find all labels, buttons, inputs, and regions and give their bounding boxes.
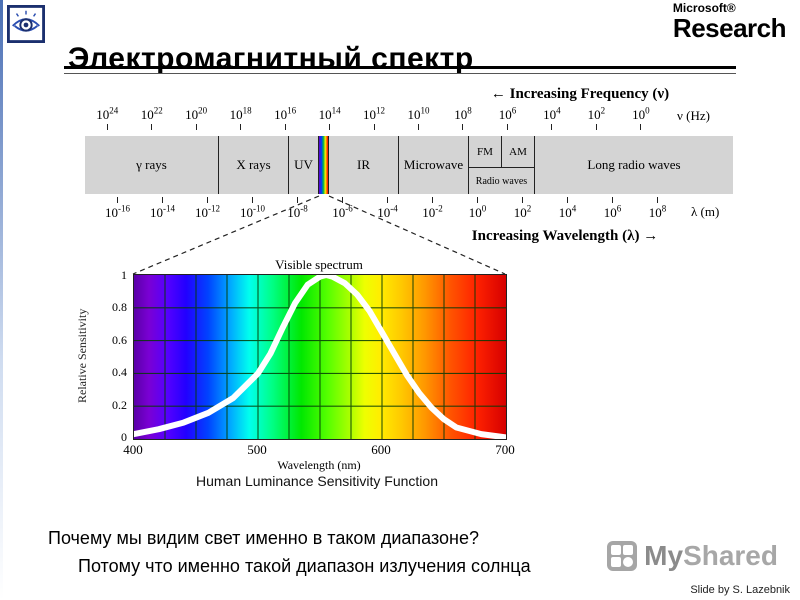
spectrum-band: γ rays X rays UV IR Microwave FM AM Radi… (85, 136, 733, 194)
sensitivity-plot-svg (134, 275, 506, 439)
watermark-my: My (644, 540, 684, 571)
frequency-ticks: 1024 1022 1020 1018 1016 1014 1012 1010 108 106 10… (85, 106, 663, 131)
tick-10e-2: 10-2 (410, 196, 455, 221)
x-tick: 400 (123, 442, 143, 457)
watermark-text: MyShared (644, 540, 778, 572)
y-ticks: 1 0.8 0.6 0.4 0.2 0 (95, 268, 127, 445)
tick-10e8: 108 (441, 106, 485, 131)
band-ir: IR (329, 136, 399, 194)
answer-text: Потому что именно такой диапазон излучен… (78, 556, 531, 576)
y-tick: 0.2 (112, 397, 127, 412)
x-tick: 600 (371, 442, 391, 457)
em-spectrum-diagram: ← Increasing Frequency (ν) 1024 1022 1020 1… (85, 86, 733, 258)
frequency-arrow-label: ← Increasing Frequency (ν) (490, 86, 670, 102)
x-ticks: 400 500 600 700 (123, 442, 515, 457)
tick-10e-14: 10-14 (140, 196, 185, 221)
watermark-shared: Shared (683, 540, 778, 571)
tick-10e-12: 10-12 (185, 196, 230, 221)
x-tick: 700 (495, 442, 515, 457)
y-tick: 0.8 (112, 300, 127, 315)
band-uv: UV (289, 136, 319, 194)
tick-10e2: 102 (574, 106, 618, 131)
y-tick: 0.6 (112, 332, 127, 347)
y-tick: 0 (121, 429, 127, 444)
microsoft-text: Microsoft® (672, 1, 736, 15)
tick-10e10: 1010 (396, 106, 440, 131)
wavelength-unit: λ (m) (691, 204, 720, 219)
left-accent-strip (0, 0, 3, 600)
x-axis-label: Wavelength (nm) (277, 458, 361, 472)
band-radio-waves: Radio waves (469, 167, 534, 194)
plot-area (133, 274, 507, 440)
y-tick: 1 (121, 268, 127, 282)
radio-band-group: FM AM Radio waves (469, 136, 535, 194)
myshared-watermark: MyShared (606, 540, 778, 572)
slide-credit: Slide by S. Lazebnik (690, 584, 790, 596)
sensitivity-curve (134, 275, 506, 439)
tick-10e22: 1022 (129, 106, 173, 131)
microsoft-research-logo: Microsoft® Research (672, 1, 787, 43)
research-text: Research (672, 13, 787, 43)
grid-lines (134, 275, 506, 439)
tick-10e20: 1020 (174, 106, 218, 131)
title-rule (64, 66, 736, 74)
x-tick: 500 (247, 442, 267, 457)
band-gamma-rays: γ rays (85, 136, 219, 194)
tick-10e18: 1018 (218, 106, 262, 131)
tick-10e0: 100 (619, 106, 663, 131)
band-microwave: Microwave (399, 136, 469, 194)
tick-10e-6: 10-6 (320, 196, 365, 221)
tick-10e12: 1012 (352, 106, 396, 131)
tick-10e14: 1014 (307, 106, 351, 131)
tick-10e4: 104 (545, 196, 590, 221)
tick-10e6: 106 (485, 106, 529, 131)
tick-10e2: 102 (500, 196, 545, 221)
question-text: Почему мы видим свет именно в таком диап… (48, 528, 479, 548)
page-title: Электромагнитный спектр (68, 42, 474, 76)
band-am: AM (509, 145, 527, 158)
band-fm: FM (469, 136, 502, 168)
eye-logo-icon (7, 5, 45, 43)
tick-10e0: 100 (455, 196, 500, 221)
tick-10e-8: 10-8 (275, 196, 320, 221)
tick-10e-16: 10-16 (95, 196, 140, 221)
wavelength-arrow-label: Increasing Wavelength (λ) → (471, 228, 659, 244)
tick-10e16: 1016 (263, 106, 307, 131)
band-long-radio-waves: Long radio waves (587, 157, 681, 172)
y-axis-label: Relative Sensitivity (75, 308, 89, 404)
y-tick: 0.4 (112, 365, 127, 380)
frequency-unit: ν (Hz) (677, 108, 710, 123)
myshared-icon (607, 541, 638, 571)
band-x-rays: X rays (219, 136, 289, 194)
sensitivity-chart: Visible spectrum Relative Sensitivity 1 … (75, 256, 525, 474)
tick-10e24: 1024 (85, 106, 129, 131)
tick-10e8: 108 (635, 196, 680, 221)
tick-10e4: 104 (530, 106, 574, 131)
chart-caption: Human Luminance Sensitivity Function (195, 473, 438, 489)
tick-10e-4: 10-4 (365, 196, 410, 221)
tick-10e-10: 10-10 (230, 196, 275, 221)
visible-light-strip (319, 136, 329, 194)
wavelength-ticks: 10-16 10-14 10-12 10-10 10-8 10-6 10-4 10-2 100 1… (95, 196, 680, 221)
tick-10e6: 106 (590, 196, 635, 221)
plot-title: Visible spectrum (275, 257, 363, 272)
